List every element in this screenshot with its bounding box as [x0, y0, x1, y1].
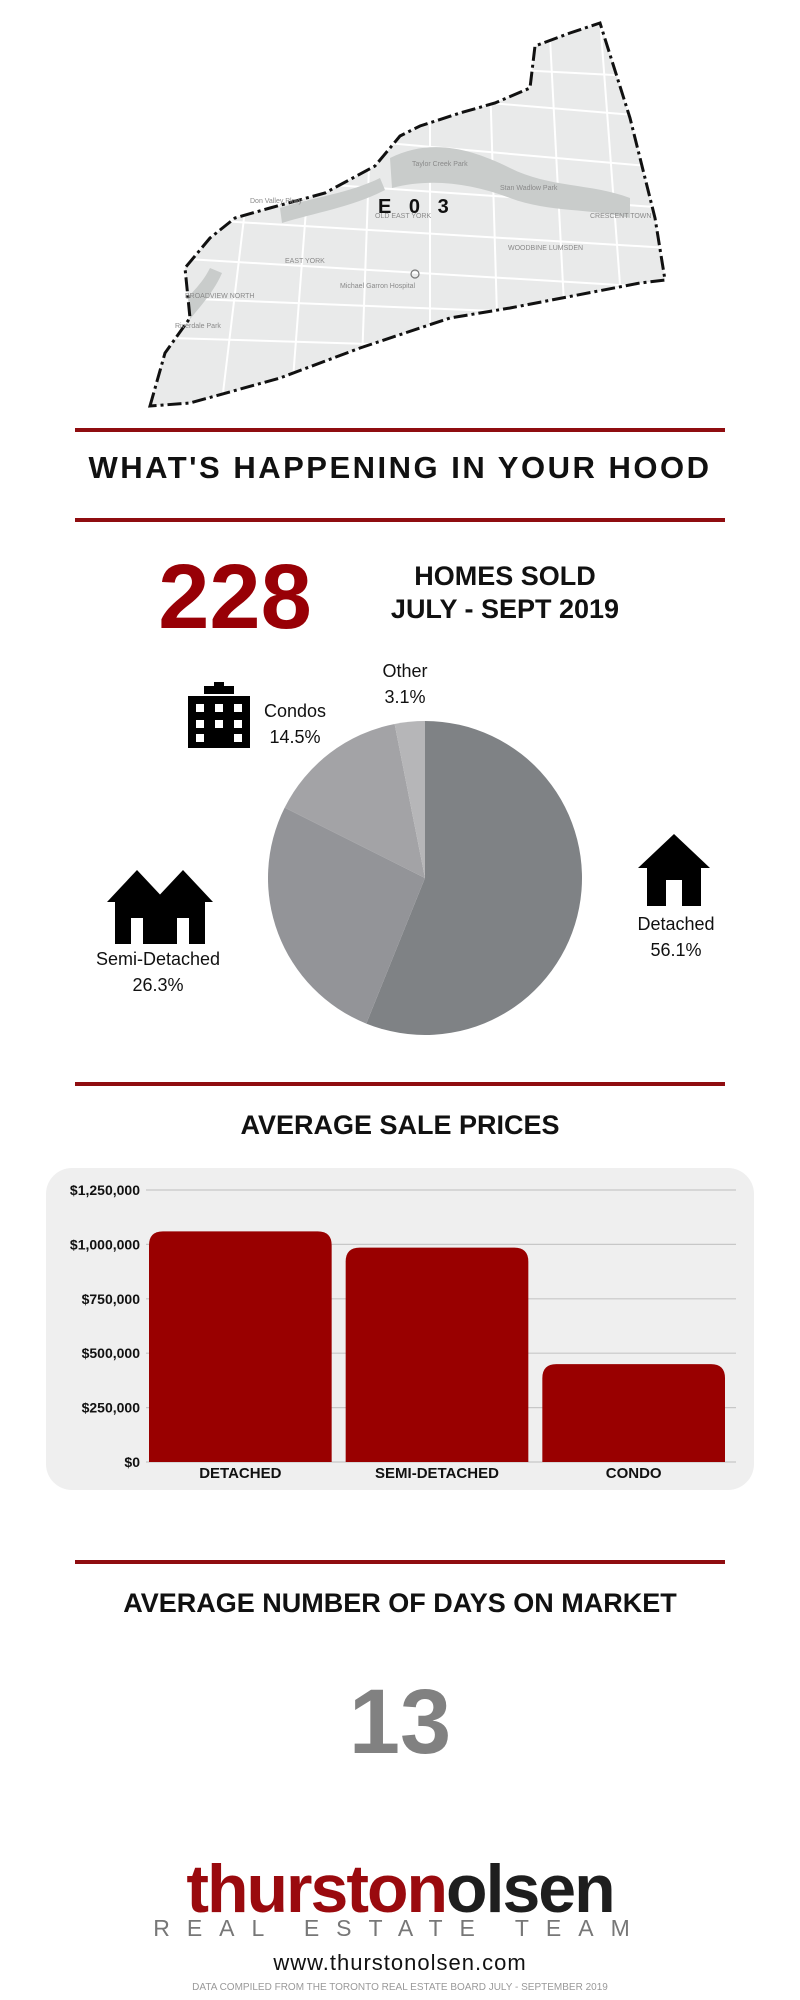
- logo-part-thurston: thurston: [186, 1851, 448, 1927]
- bar-semi-detached: [345, 1247, 529, 1462]
- y-tick-label: $0: [124, 1454, 140, 1470]
- hospital-marker-icon: [410, 269, 420, 279]
- district-map: E 0 3 EAST YORK Michael Garron Hospital …: [147, 21, 667, 408]
- map-place-label: BROADVIEW NORTH: [185, 293, 255, 300]
- semi-detached-houses-icon: [107, 870, 213, 944]
- homes-sold-caption: HOMES SOLD JULY - SEPT 2019: [365, 560, 645, 626]
- pie-slice-detached: [366, 721, 582, 1035]
- map-area: [150, 23, 665, 406]
- pie-slice-other: [394, 721, 425, 878]
- website-link[interactable]: www.thurstonolsen.com: [273, 1950, 527, 1975]
- bar-detached: [149, 1231, 332, 1462]
- y-tick-label: $750,000: [82, 1291, 141, 1307]
- pie-label-name: Semi-Detached: [95, 949, 221, 969]
- house-icon: [638, 834, 710, 906]
- map-place-label: Stan Wadlow Park: [500, 185, 558, 192]
- days-on-market-value: 13: [348, 1671, 452, 1773]
- section-title-prices: AVERAGE SALE PRICES: [240, 1110, 560, 1140]
- pie-label-semi-detached: Semi-Detached 26.3%: [78, 946, 238, 998]
- page-title: WHAT'S HAPPENING IN YOUR HOOD: [88, 450, 712, 485]
- logo-part-olsen: olsen: [446, 1851, 616, 1927]
- y-tick-label: $500,000: [82, 1345, 141, 1361]
- apartment-building-icon: [188, 682, 250, 748]
- home-type-pie-chart: [268, 721, 582, 1035]
- x-category-label: SEMI-DETACHED: [375, 1465, 499, 1482]
- pie-label-name: Other: [382, 661, 428, 681]
- map-place-label: OLD EAST YORK: [375, 213, 431, 220]
- map-place-label: Riverdale Park: [175, 323, 221, 330]
- y-tick-label: $1,000,000: [70, 1236, 140, 1252]
- divider: [75, 428, 725, 432]
- homes-sold-count: 228: [158, 546, 312, 648]
- pie-label-other: Other 3.1%: [355, 658, 455, 710]
- bar-condo: [542, 1364, 725, 1462]
- pie-label-value: 3.1%: [384, 687, 426, 707]
- pie-label-name: Condos: [263, 701, 327, 721]
- pie-label-value: 56.1%: [650, 940, 702, 960]
- map-place-label: EAST YORK: [285, 258, 325, 265]
- map-place-label: Taylor Creek Park: [412, 161, 468, 168]
- price-bar-chart: $0 $250,000 $500,000 $750,000 $1,000,000 $1,2…: [70, 1182, 736, 1482]
- map-place-label: CRESCENT TOWN: [590, 213, 651, 220]
- pie-slice-semi-detached: [268, 807, 425, 1024]
- divider: [75, 518, 725, 522]
- homes-sold-line: HOMES SOLD: [414, 561, 596, 591]
- data-source-note: DATA COMPILED FROM THE TORONTO REAL ESTA…: [192, 1982, 608, 1993]
- x-category-label: DETACHED: [199, 1465, 281, 1482]
- divider: [75, 1560, 725, 1564]
- map-place-label: WOODBINE LUMSDEN: [508, 245, 583, 252]
- price-chart-panel: $0 $250,000 $500,000 $750,000 $1,000,000 $1,2…: [46, 1168, 754, 1490]
- pie-label-condos: Condos 14.5%: [245, 698, 345, 750]
- district-label: E 0 3: [378, 196, 455, 218]
- pie-label-value: 14.5%: [269, 727, 321, 747]
- y-tick-label: $250,000: [82, 1400, 141, 1416]
- logo-tagline: REAL ESTATE TEAM: [153, 1915, 647, 1941]
- logo: thurstonolsen: [0, 1850, 800, 1928]
- map-place-label: Michael Garron Hospital: [340, 283, 416, 290]
- section-title-days: AVERAGE NUMBER OF DAYS ON MARKET: [123, 1588, 677, 1618]
- x-category-label: CONDO: [606, 1465, 662, 1482]
- divider: [75, 1082, 725, 1086]
- pie-label-name: Detached: [637, 914, 715, 934]
- pie-label-detached: Detached 56.1%: [616, 911, 736, 963]
- map-place-label: Don Valley Pkwy: [250, 198, 303, 205]
- y-tick-label: $1,250,000: [70, 1182, 140, 1198]
- period-line: JULY - SEPT 2019: [390, 594, 620, 624]
- pie-label-value: 26.3%: [132, 975, 184, 995]
- pie-slice-condos: [284, 723, 425, 878]
